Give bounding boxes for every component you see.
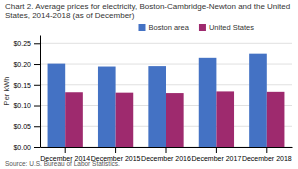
x-tick-mark [65,147,66,153]
legend-item: United States [199,23,254,32]
y-tick-mark [34,127,40,128]
x-tick-label: December 2017 [191,155,241,162]
y-axis: $0.00 $0.05 $0.10 $0.15 $0.20 $0.25 [13,36,40,151]
bar [116,93,134,147]
y-tick: $0.05 [13,123,40,130]
y-tick-label: $0.25 [13,40,31,47]
chart: $0.00 $0.05 $0.10 $0.15 $0.20 $0.25 December 2… [0,20,298,169]
legend-label: United States [209,23,254,32]
legend-item: Boston area [138,23,189,32]
y-tick-mark [34,85,40,86]
x-tick-mark [266,147,267,153]
y-tick-label: $0.05 [13,123,31,130]
bar-series [48,54,267,147]
legend-label: Boston area [148,23,189,32]
bar [199,58,217,147]
x-tick: December 2017 [191,147,241,162]
y-tick-label: $0.15 [13,82,31,89]
x-tick: December 2016 [141,147,191,162]
bar [148,66,166,147]
source: Source: U.S. Bureau of Labor Statistics. [5,160,120,167]
y-axis-label: Per kWh [2,77,11,106]
y-tick-mark [34,64,40,65]
x-tick-mark [115,147,116,153]
y-tick-label: $0.00 [13,144,31,151]
y-tick-mark [34,44,40,45]
legend: Boston area United States [138,23,254,32]
y-tick: $0.00 [13,144,40,151]
bar [65,93,83,148]
bar [48,64,66,147]
y-tick-mark [34,106,40,107]
x-tick-mark [216,147,217,153]
x-tick-mark [166,147,167,153]
legend-swatch [138,24,145,31]
y-axis-line [40,36,41,148]
y-tick: $0.10 [13,103,40,110]
page: {"chart_data": {"type": "bar", "title": … [0,0,298,169]
bars [48,54,285,147]
bar-series [65,92,284,148]
x-tick-label: December 2018 [242,155,292,162]
bar [98,67,116,147]
bar [249,54,267,147]
y-tick-mark [34,147,40,148]
bar [267,92,285,147]
y-tick: $0.25 [13,40,40,47]
legend-swatch [199,24,206,31]
grid-line [40,43,292,44]
bar [216,92,234,148]
bar [166,93,184,147]
x-tick: December 2018 [242,147,292,162]
y-tick-label: $0.20 [13,61,31,68]
y-tick: $0.15 [13,82,40,89]
x-tick-label: December 2016 [141,155,191,162]
title: Chart 2. Average prices for electricity,… [0,0,298,20]
y-tick: $0.20 [13,61,40,68]
y-tick-label: $0.10 [13,103,31,110]
grid [40,44,292,148]
plot: $0.00 $0.05 $0.10 $0.15 $0.20 $0.25 December 2… [13,36,292,162]
